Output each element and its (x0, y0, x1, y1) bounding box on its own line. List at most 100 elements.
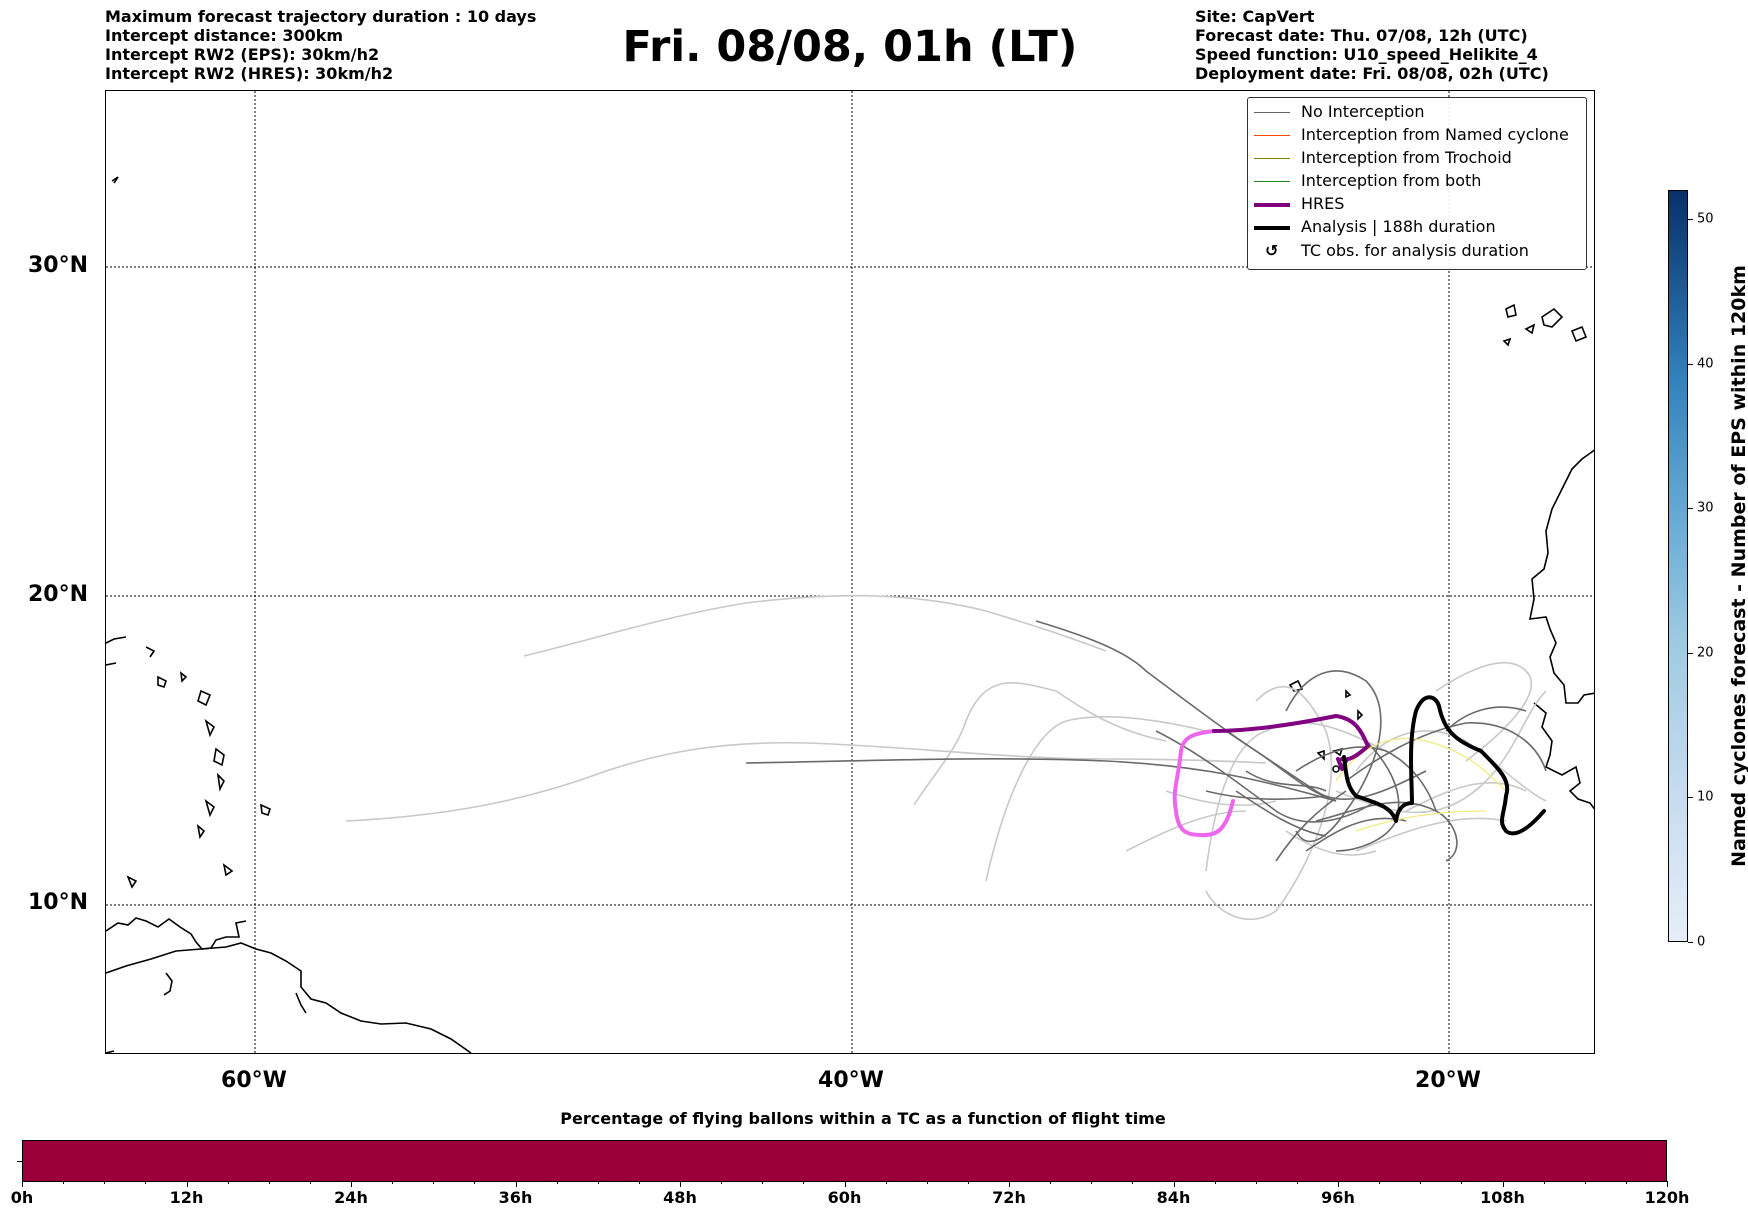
flight-time-label: 12h (169, 1188, 204, 1207)
legend-label: No Interception (1301, 102, 1425, 121)
flight-time-tick (1543, 1181, 1545, 1184)
legend-label: Interception from Named cyclone (1301, 125, 1569, 144)
flight-time-tick (762, 1181, 764, 1184)
colorbar-tick (1688, 942, 1693, 943)
analysis-trajectory (1342, 695, 1546, 836)
flight-time-tick (1091, 1181, 1093, 1184)
legend-item-both: Interception from both (1248, 171, 1586, 193)
map-canvas (106, 91, 1594, 1053)
flight-time-tick (597, 1181, 599, 1184)
flight-time-tick (309, 1181, 311, 1184)
legend-line-swatch (1254, 181, 1290, 182)
legend-line-swatch (1254, 158, 1290, 159)
colorbar-title: Named cyclones forecast - Number of EPS … (1728, 265, 1748, 867)
flight-time-tick (1584, 1181, 1586, 1184)
flight-time-tick (433, 1181, 435, 1184)
ensemble-trajectories-dark (745, 620, 1547, 862)
legend-line-swatch (1254, 226, 1290, 230)
legend-line-swatch (1254, 203, 1290, 207)
flight-time-label: 60h (827, 1188, 862, 1207)
param-line: Intercept distance: 300km (105, 26, 344, 45)
flight-time-tick (1667, 1181, 1668, 1187)
legend-item-named-cyclone: Interception from Named cyclone (1248, 125, 1586, 147)
site-line: Site: CapVert (1195, 7, 1315, 26)
map-legend: No Interception Interception from Named … (1247, 97, 1587, 270)
ensemble-trajectories-light (345, 594, 1547, 921)
legend-label: TC obs. for analysis duration (1301, 241, 1529, 260)
flight-time-title: Percentage of flying ballons within a TC… (560, 1109, 1166, 1128)
flight-time-tick (1338, 1181, 1339, 1187)
param-line: Intercept RW2 (EPS): 30km/h2 (105, 45, 380, 64)
colorbar-tick (1688, 218, 1693, 220)
flight-time-tick (680, 1181, 681, 1187)
flight-time-label: 72h (992, 1188, 1026, 1207)
flight-time-tick (1461, 1181, 1463, 1184)
flight-time-tick (392, 1181, 394, 1184)
flight-time-bar (22, 1140, 1667, 1182)
flight-time-tick (1420, 1181, 1422, 1184)
flight-time-tick (268, 1181, 270, 1184)
lat-label-30n: 30°N (27, 253, 88, 278)
colorbar-tick-label: 0 (1697, 934, 1706, 950)
legend-label: Analysis | 188h duration (1301, 217, 1496, 236)
flight-time-label: 36h (498, 1188, 533, 1207)
flight-time-tick (1625, 1181, 1627, 1184)
lon-label-20w: 20°W (1415, 1068, 1481, 1093)
flight-time-tick (515, 1181, 517, 1187)
coastline (106, 176, 1594, 1053)
cyclone-colorbar (1668, 190, 1688, 942)
flight-time-label: 84h (1156, 1188, 1191, 1207)
flight-time-label: 48h (663, 1188, 697, 1207)
page-title: Fri. 08/08, 01h (LT) (622, 22, 1078, 72)
legend-item-analysis: Analysis | 188h duration (1248, 217, 1586, 239)
site-line: Deployment date: Fri. 08/08, 02h (UTC) (1195, 64, 1549, 83)
flight-time-tick (1255, 1181, 1257, 1184)
forecast-parameters: Maximum forecast trajectory duration : 1… (105, 7, 536, 83)
flight-time-tick (1132, 1181, 1134, 1184)
flight-time-tick (1296, 1181, 1298, 1184)
flight-time-tick (721, 1181, 723, 1184)
site-line: Speed function: U10_speed_Helikite_4 (1195, 45, 1538, 64)
tc-marker-icon: ↺ (1265, 241, 1279, 260)
colorbar-tick (1688, 508, 1693, 510)
flight-time-tick (63, 1181, 65, 1184)
flight-time-tick (556, 1181, 558, 1184)
colorbar-tick-label: 30 (1697, 500, 1714, 516)
legend-line-swatch (1254, 135, 1290, 136)
flight-time-label: 108h (1480, 1188, 1525, 1207)
legend-item-tc-obs: ↺ TC obs. for analysis duration (1248, 241, 1586, 263)
param-line: Maximum forecast trajectory duration : 1… (105, 7, 537, 26)
flight-time-tick (145, 1181, 147, 1184)
flight-time-tick (186, 1181, 188, 1187)
flight-time-tick (1214, 1181, 1216, 1184)
flight-time-tick (885, 1181, 887, 1184)
flight-time-tick (1050, 1181, 1052, 1184)
colorbar-tick-label: 40 (1697, 356, 1714, 372)
colorbar-tick (1688, 797, 1693, 799)
flight-time-tick (1379, 1181, 1381, 1184)
legend-item-trochoid: Interception from Trochoid (1248, 148, 1586, 170)
flight-time-tick (351, 1181, 352, 1187)
bar-y-tick (17, 1161, 22, 1162)
legend-line-swatch (1254, 112, 1290, 113)
legend-label: Interception from both (1301, 171, 1482, 190)
colorbar-tick (1688, 652, 1693, 654)
legend-label: Interception from Trochoid (1301, 148, 1512, 167)
lat-label-20n: 20°N (27, 582, 88, 607)
colorbar-tick (1688, 363, 1693, 365)
flight-time-tick (227, 1181, 229, 1184)
site-line: Forecast date: Thu. 07/08, 12h (UTC) (1195, 26, 1528, 45)
flight-time-tick (926, 1181, 928, 1184)
legend-item-no-interception: No Interception (1248, 102, 1586, 124)
trochoid-trajectories (1335, 737, 1507, 832)
flight-time-tick (1173, 1181, 1175, 1187)
site-info: Site: CapVert Forecast date: Thu. 07/08,… (1195, 7, 1549, 83)
flight-time-label: 120h (1644, 1188, 1690, 1207)
flight-time-label: 96h (1321, 1188, 1355, 1207)
flight-time-tick (474, 1181, 476, 1184)
flight-time-tick (104, 1181, 106, 1184)
colorbar-tick-label: 50 (1697, 211, 1714, 227)
colorbar-tick-label: 20 (1697, 645, 1714, 661)
flight-time-tick (1009, 1181, 1010, 1187)
legend-item-hres: HRES (1248, 194, 1586, 216)
